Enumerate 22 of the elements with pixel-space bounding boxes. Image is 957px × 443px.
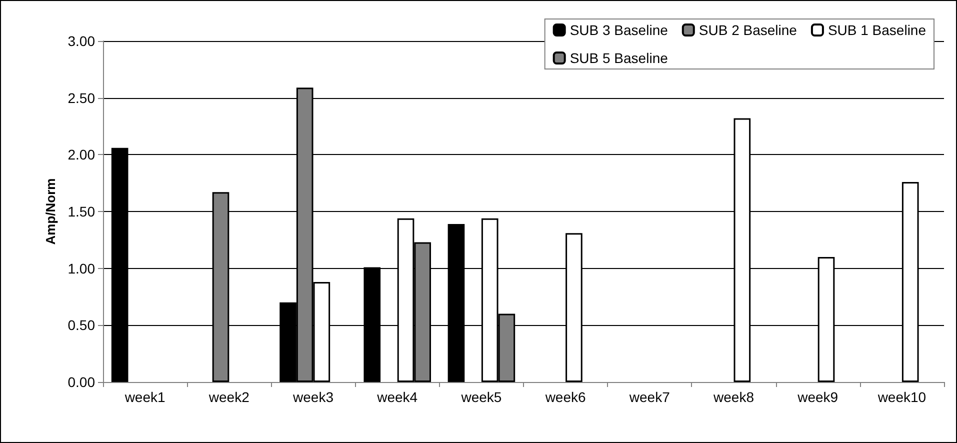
legend-label: SUB 5 Baseline [570,50,668,66]
y-tick-label: 2.00 [68,146,96,163]
y-tick-label: 3.00 [68,33,96,49]
y-tick-label: 0.00 [68,374,96,390]
legend-label: SUB 1 Baseline [828,22,926,38]
y-tick-label: 1.50 [68,204,96,220]
y-tick-label: 0.50 [68,317,96,334]
x-tick-label: week8 [712,389,754,405]
x-tick-label: week6 [544,389,586,405]
x-tick-label: week9 [796,389,838,405]
x-tick-label: week4 [376,389,418,405]
y-tick-label: 2.50 [68,90,96,106]
x-tick-label: week3 [292,389,334,405]
y-tick-label: 1.00 [68,260,96,276]
x-tick-label: week5 [460,389,502,405]
legend-label: SUB 3 Baseline [570,22,668,38]
x-tick-label: week1 [124,389,166,405]
x-tick-label: week7 [628,389,670,405]
x-tick-label: week2 [208,389,250,405]
x-tick-label: week10 [876,389,926,405]
legend-label: SUB 2 Baseline [698,22,798,38]
y-axis-title: Amp/Norm [42,178,58,245]
